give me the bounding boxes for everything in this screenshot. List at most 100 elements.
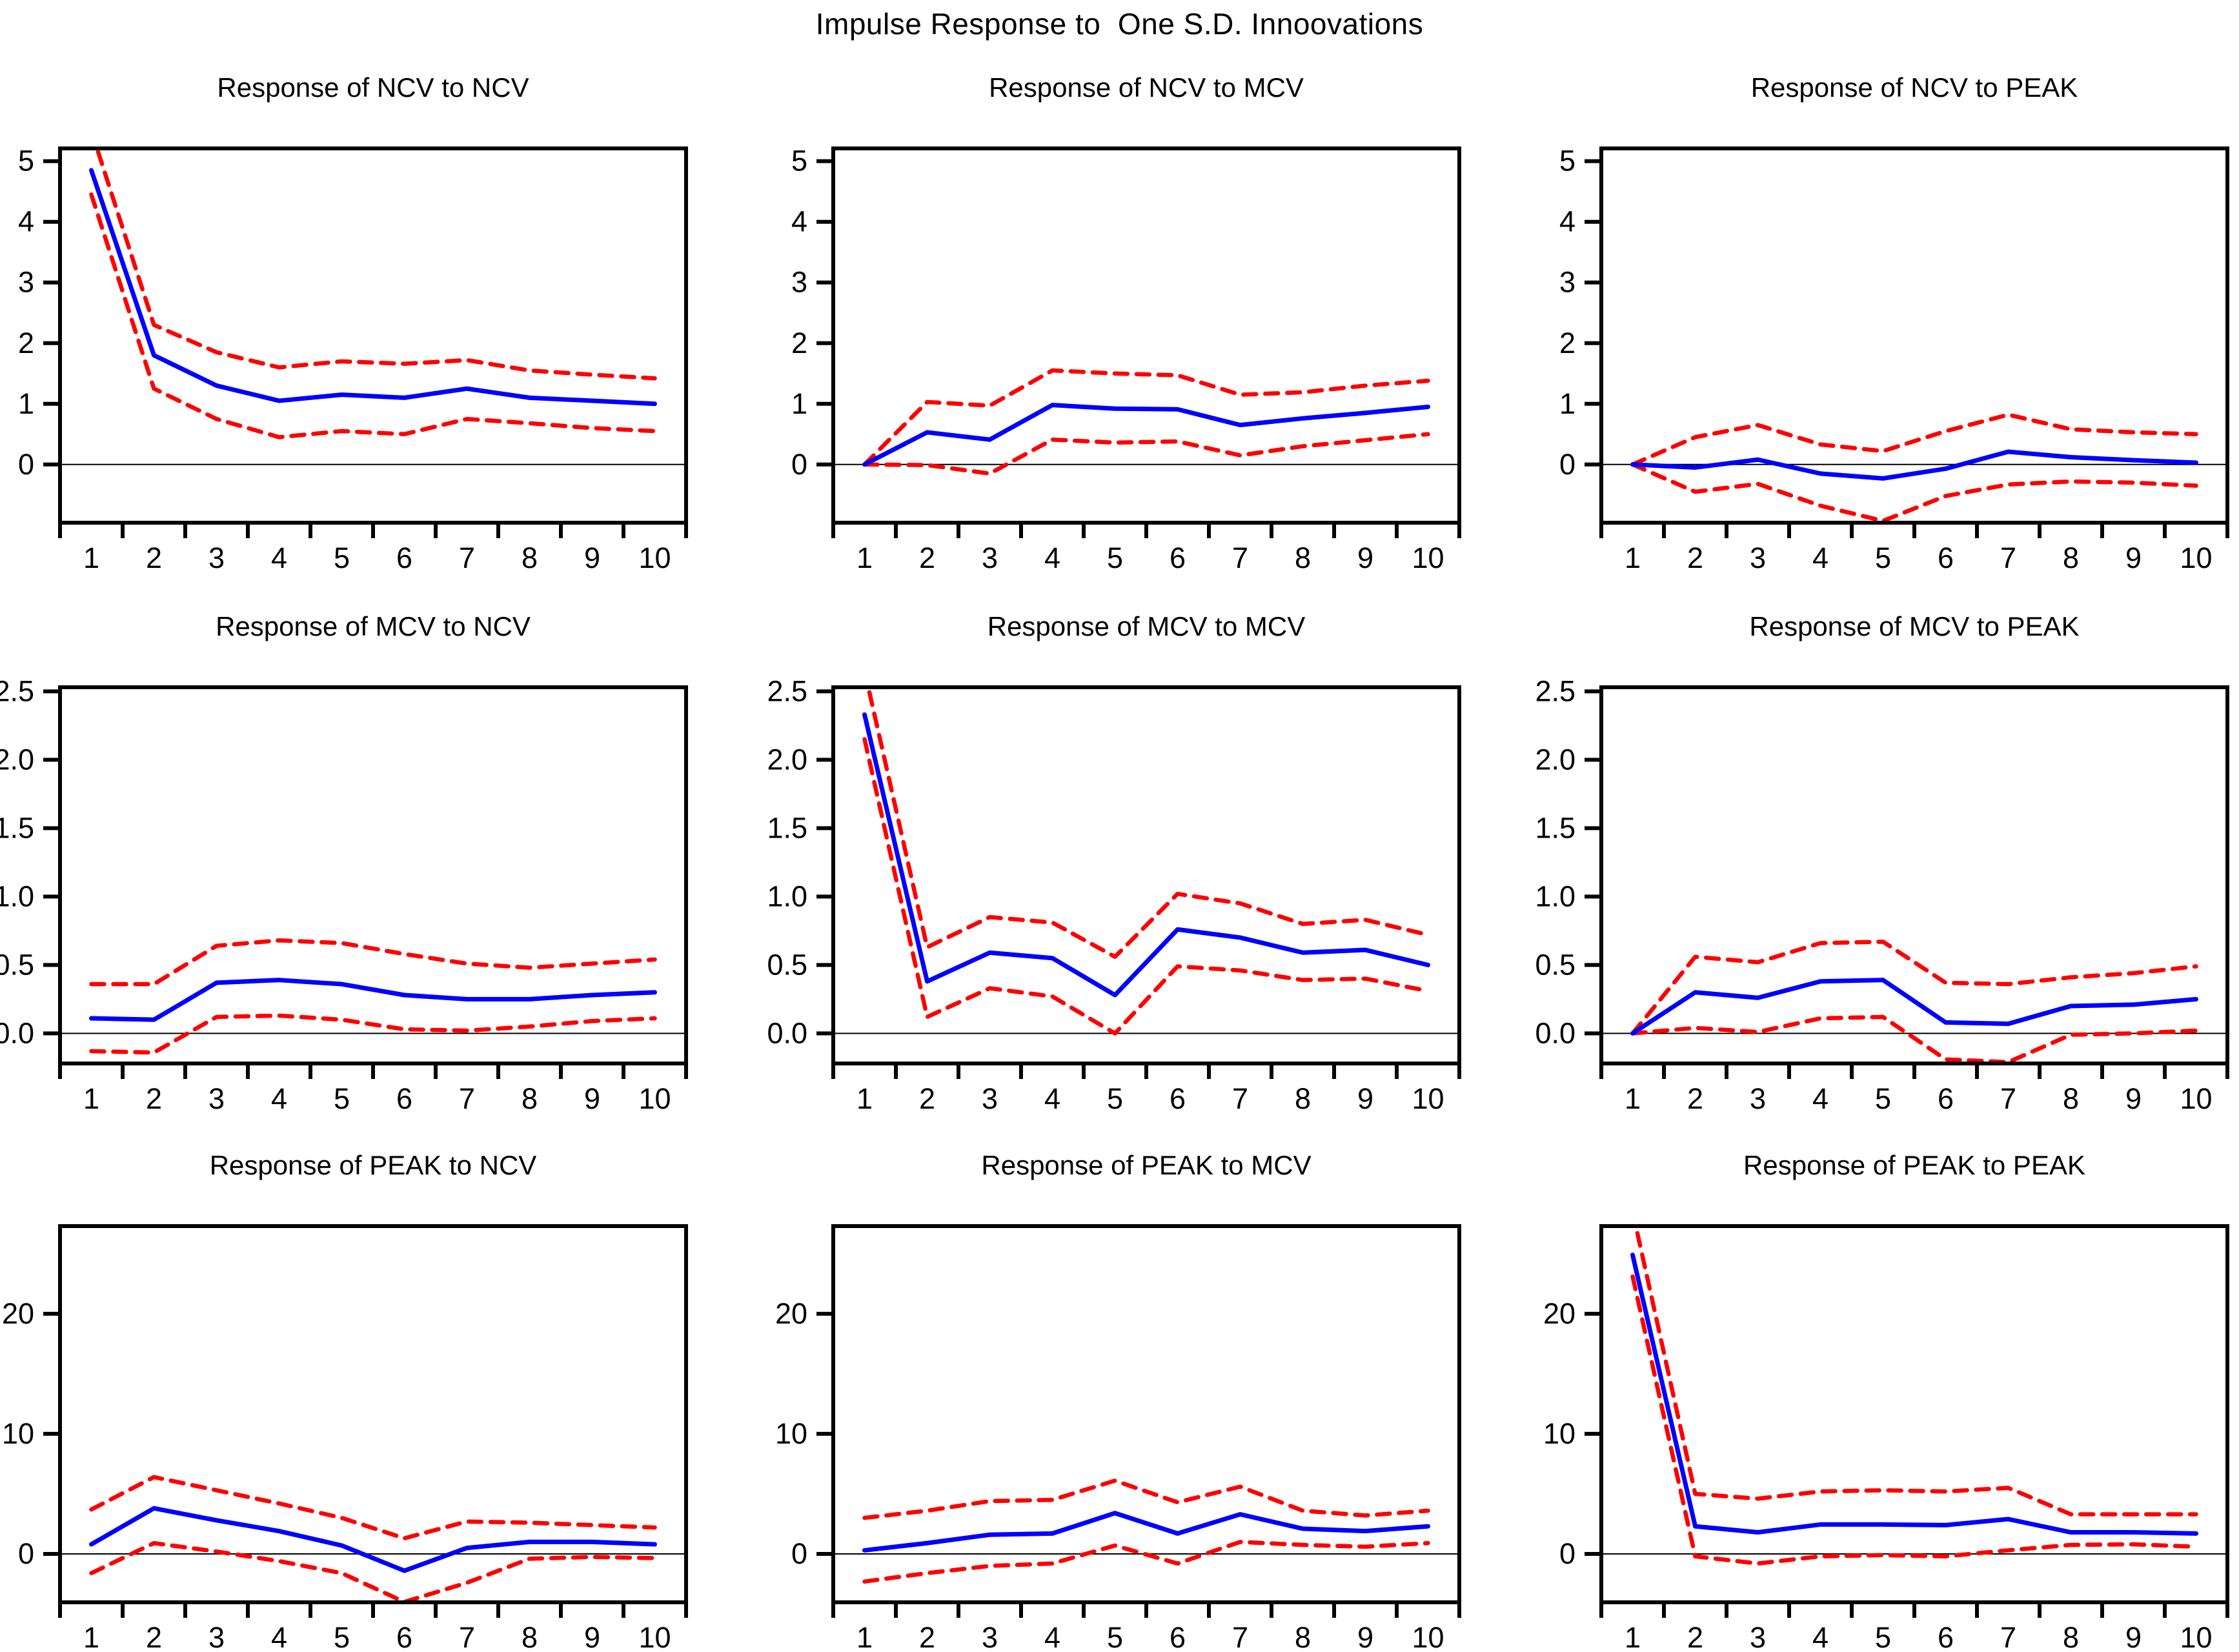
y-tick-label: 3 [791, 266, 807, 299]
y-tick-label: 2.5 [0, 674, 34, 707]
x-tick-label: 1 [1625, 541, 1641, 574]
x-tick-label: 9 [1357, 1082, 1373, 1115]
x-tick-label: 2 [1687, 541, 1703, 574]
response-line [89, 978, 657, 1022]
x-tick-label: 3 [1750, 541, 1766, 574]
chart-mcv-to-ncv: Response of MCV to NCV 2.5 2.0 1.5 1.0 0.5 0.… [0, 597, 694, 1115]
x-tick-label: 6 [396, 1082, 412, 1115]
chart-mcv-to-mcv: Response of MCV to MCV 2.5 2.0 1.5 1.0 0.5 0.… [767, 597, 1467, 1115]
x-tick-label: 7 [2000, 541, 2016, 574]
x-tick-label: 10 [638, 1621, 671, 1652]
x-tick-label: 5 [334, 541, 350, 574]
lower-band-line [862, 737, 1430, 1036]
x-tick-label: 3 [1750, 1621, 1766, 1652]
y-axis: 20 10 0 [2, 1297, 59, 1570]
y-tick-label: 3 [18, 266, 34, 299]
y-tick-label: 5 [18, 145, 34, 177]
x-axis: 1 2 3 4 5 6 7 8 9 10 [1599, 1065, 2229, 1115]
plot-frame [58, 1224, 688, 1604]
lower-band-line [89, 1541, 657, 1602]
plot-frame [58, 146, 688, 525]
upper-band-line [866, 687, 1430, 959]
y-tick-label: 0 [1559, 448, 1575, 481]
x-tick-label: 7 [459, 541, 475, 574]
x-tick-label: 6 [1938, 541, 1954, 574]
chart-title: Response of PEAK to NCV [209, 1150, 537, 1180]
x-tick-label: 7 [1232, 541, 1248, 574]
y-tick-label: 1 [1559, 387, 1575, 420]
y-tick-label: 2 [18, 327, 34, 359]
y-axis: 2.5 2.0 1.5 1.0 0.5 0.0 [767, 674, 832, 1049]
x-tick-label: 9 [584, 541, 600, 574]
plot-frame [1599, 146, 2229, 525]
x-tick-label: 6 [396, 1621, 412, 1652]
x-axis: 1 2 3 4 5 6 7 8 9 10 [831, 524, 1461, 574]
y-tick-label: 2.5 [1535, 674, 1575, 707]
x-axis: 1 2 3 4 5 6 7 8 9 10 [1599, 524, 2229, 574]
y-tick-label: 20 [2, 1297, 34, 1330]
x-tick-label: 8 [1295, 1082, 1311, 1115]
plot-frame [831, 146, 1461, 525]
x-tick-label: 10 [2180, 1082, 2212, 1115]
y-tick-label: 0 [791, 448, 807, 481]
x-tick-label: 4 [271, 541, 287, 574]
x-tick-label: 4 [1812, 1621, 1829, 1652]
x-tick-label: 2 [919, 1082, 935, 1115]
x-tick-label: 5 [1107, 1082, 1123, 1115]
x-tick-label: 2 [146, 541, 162, 574]
chart-canvas: 2.5 2.0 1.5 1.0 0.5 0.0 1 2 3 4 5 6 7 8 9 10 [767, 674, 1461, 1115]
y-axis: 2.5 2.0 1.5 1.0 0.5 0.0 [1535, 674, 1600, 1049]
chart-title: Response of NCV to MCV [989, 72, 1304, 103]
x-tick-label: 6 [1170, 1621, 1186, 1652]
x-tick-label: 7 [1232, 1082, 1248, 1115]
chart-title: Response of NCV to PEAK [1750, 72, 2078, 103]
y-tick-label: 0.0 [767, 1016, 807, 1049]
y-tick-label: 0 [1559, 1537, 1575, 1570]
x-tick-label: 3 [982, 1082, 998, 1115]
x-tick-label: 8 [1295, 1621, 1311, 1652]
x-tick-label: 2 [919, 541, 935, 574]
chart-title: Response of NCV to NCV [217, 72, 529, 103]
x-tick-label: 8 [2063, 1621, 2079, 1652]
y-tick-label: 1.0 [0, 880, 34, 912]
x-tick-label: 10 [1412, 1082, 1444, 1115]
x-tick-label: 5 [1875, 541, 1891, 574]
plot-frame [58, 685, 688, 1065]
x-tick-label: 5 [1107, 1621, 1123, 1652]
upper-band-line [862, 1478, 1430, 1520]
chart-ncv-to-mcv: Response of NCV to MCV 5 4 3 2 1 0 1 2 3 4 5 6 7 8 9 10 [773, 58, 1467, 574]
x-tick-label: 5 [1875, 1621, 1891, 1652]
y-axis: 20 10 0 [1543, 1297, 1600, 1570]
y-tick-label: 2 [1559, 327, 1575, 359]
response-line [89, 1506, 657, 1573]
y-tick-label: 2.0 [0, 743, 34, 776]
x-tick-label: 2 [1687, 1082, 1703, 1115]
response-line [1630, 1253, 2198, 1536]
x-tick-label: 4 [1044, 541, 1060, 574]
y-tick-label: 1 [791, 387, 807, 420]
y-tick-label: 20 [1543, 1297, 1575, 1330]
y-tick-label: 4 [791, 205, 807, 238]
x-tick-label: 9 [2125, 1621, 2142, 1652]
x-tick-label: 2 [919, 1621, 935, 1652]
x-tick-label: 7 [459, 1621, 475, 1652]
response-line [1630, 449, 2198, 481]
chart-peak-to-ncv: Response of PEAK to NCV 20 10 0 1 2 3 4 5 6 7 8 9 10 [0, 1136, 694, 1652]
x-tick-label: 4 [1812, 541, 1829, 574]
response-line [862, 1511, 1430, 1553]
y-tick-label: 20 [775, 1297, 807, 1330]
x-tick-label: 1 [856, 541, 873, 574]
chart-title: Response of MCV to NCV [216, 611, 531, 641]
x-tick-label: 6 [396, 541, 412, 574]
response-line [862, 712, 1430, 998]
x-tick-label: 9 [1357, 541, 1373, 574]
chart-mcv-to-peak: Response of MCV to PEAK 2.5 2.0 1.5 1.0 0.5 0… [1535, 597, 2235, 1115]
x-tick-label: 10 [1412, 541, 1444, 574]
x-tick-label: 3 [982, 1621, 998, 1652]
x-tick-label: 7 [2000, 1082, 2016, 1115]
x-tick-label: 10 [1412, 1621, 1444, 1652]
chart-title: Response of MCV to MCV [987, 611, 1306, 641]
x-tick-label: 4 [271, 1082, 287, 1115]
